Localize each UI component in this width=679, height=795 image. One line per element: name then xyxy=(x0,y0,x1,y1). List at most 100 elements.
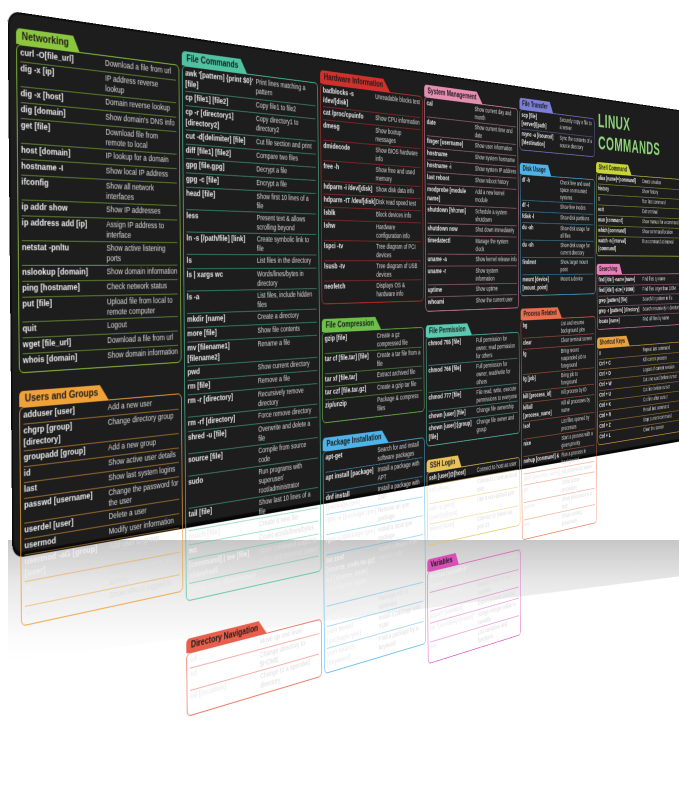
command-description: Full permission for owner, read permissi… xyxy=(476,334,517,360)
command-description: Displays OS & hardware info xyxy=(376,281,421,299)
command-row: uname -r Show system information xyxy=(428,266,517,285)
command-description: Change file owner and group xyxy=(477,413,518,436)
section-file-commands: File Commands awk '[pattern] {print $0}' … xyxy=(182,49,322,602)
command: whoami xyxy=(428,297,476,308)
command-description: Create a tar file from a file xyxy=(377,348,422,368)
command-description: Show uptime xyxy=(476,284,517,294)
section-process-related: Process Related bg List and resume backgro… xyxy=(521,304,597,540)
command-description: Show manual for a command xyxy=(642,218,679,227)
command: uname -a xyxy=(428,255,476,265)
command-list: adduser [user] Add a new user chgrp [group… xyxy=(19,393,183,626)
command-description: Present text & allows scrolling beyond xyxy=(257,213,317,233)
section-variables: Variables declare [variable]="[value]" Dec… xyxy=(427,537,521,665)
command-description: Show free and used memory xyxy=(376,166,421,186)
command-row: uname -a Show kernel release info xyxy=(428,254,517,266)
command-row: du -ah Show disk usage for all files xyxy=(522,223,593,242)
column: Networking curl -O[file_url] Download a fi… xyxy=(16,26,183,627)
command-list: bg List and resume background jobs clear Cl… xyxy=(521,316,597,540)
command: du -sh xyxy=(522,241,560,257)
command-description: Show bootup messages xyxy=(375,126,420,147)
command: less xyxy=(186,211,257,232)
command: ln -s [/path/file] [link] xyxy=(186,233,257,253)
command-row: du -sh Show disk usage for current direct… xyxy=(522,240,593,258)
section-directory-navigation: Directory Navigation cd .. Move up one lev… xyxy=(186,604,322,717)
command: lshw xyxy=(324,221,376,240)
command-description: Check network status xyxy=(107,281,178,294)
command-description: Rename a file xyxy=(258,336,318,360)
command-list: df -h Check free and used space on mounte… xyxy=(520,174,596,296)
section-networking: Networking curl -O[file_url] Download a fi… xyxy=(16,26,182,374)
column: Hardware Information badblocks -s /dev/[d… xyxy=(320,68,426,674)
command-description: Shut down immediately xyxy=(475,226,516,236)
command: dmidecode xyxy=(323,141,375,163)
command-description: Show IP addresses xyxy=(106,204,177,218)
command-row: lspci -tv Tree diagram of PCI devices xyxy=(324,241,421,261)
command-row: less Present text & allows scrolling beyo… xyxy=(186,210,316,235)
command-list: find [/dir/] -name [name] Find files by n… xyxy=(597,273,679,329)
section-title: Disk Usage xyxy=(520,163,551,177)
command-row: ip address add [ip] Assign IP address to … xyxy=(22,216,178,243)
command-row: watch -n [interval] [command] Run command… xyxy=(598,236,679,254)
column: File Commands awk '[pattern] {print $0}' … xyxy=(182,49,322,717)
command-description: Find files by name xyxy=(642,275,679,284)
section-searching: Searching find [/dir/] -name [name] Find f… xyxy=(597,263,679,330)
command: fg xyxy=(523,348,561,374)
command-list: gzip [file] Create a gz compressed file ta… xyxy=(322,327,425,423)
command: ls | xargs wc xyxy=(187,270,258,290)
command-description: Full permission for owner, read/write fo… xyxy=(476,359,517,386)
command-row: lsusb -tv Tree diagram of USB devices xyxy=(324,261,421,281)
command-description: Create symbolic link to file xyxy=(257,235,317,254)
command: lspci -tv xyxy=(324,242,376,260)
command: hdparm -i /dev/[disk] xyxy=(324,182,376,195)
command: du -ah xyxy=(522,224,560,240)
command-list: ssh [user]@[host] Connect to host as user… xyxy=(427,457,521,546)
command-description: Package & compress files xyxy=(377,391,422,413)
command-description: Show domain information xyxy=(107,347,178,363)
command-description: Show system information xyxy=(476,267,517,283)
command: df -i xyxy=(522,201,560,212)
command: neofetch xyxy=(324,282,376,301)
command: timedatectl xyxy=(427,236,475,253)
command-description: Run last command xyxy=(642,198,679,208)
column: LINUX COMMANDS Shell Command alias [name]=… xyxy=(596,107,679,446)
command-description: Show domain information xyxy=(107,266,178,278)
command: lsusb -tv xyxy=(324,262,376,280)
command-row: ls List files in the directory xyxy=(187,255,317,269)
command-description: Encrypt a file xyxy=(256,178,316,192)
command-description: Show command location xyxy=(642,228,679,237)
command: netstat -pnltu xyxy=(22,242,107,264)
command: hdparm -tT /dev/[disk] xyxy=(324,195,376,208)
command-description: Logout xyxy=(107,318,178,333)
command-description: List files, include hidden files xyxy=(257,290,317,310)
command-description: Show file contents xyxy=(258,323,317,337)
command: mv [filename1] [filename2] xyxy=(187,340,257,365)
section-disk-usage: Disk Usage df -h Check free and used space… xyxy=(520,161,596,296)
command: rsync -a [/source/] [/destination] xyxy=(522,130,560,150)
command-description: List and resume background jobs xyxy=(561,318,594,335)
section-package-installation: Package Installation apt-get Search for an… xyxy=(323,424,426,675)
section-ssh-login: SSH Login ssh [user]@[host] Connect to hos… xyxy=(427,444,521,546)
command: lsblk xyxy=(324,208,376,220)
command-description: Show disk data info xyxy=(376,185,421,197)
command: tar cf [file.tar] [file] xyxy=(325,351,377,372)
command-list: scp [file] [server]/[path] Securely copy … xyxy=(519,109,594,157)
command-description: Bring recent suspended job to foreground xyxy=(561,345,594,370)
command-description: Hardware configuration info xyxy=(376,223,421,241)
command-description: Manage the system clock xyxy=(475,237,516,253)
section-shell-command: Shell Command alias [name]=[command] Creat… xyxy=(596,161,679,257)
command-list: chmod 755 [file] Full permission for owne… xyxy=(426,332,520,447)
command-row: neofetch Displays OS & hardware info xyxy=(324,280,421,301)
command: ip address add [ip] xyxy=(22,217,107,240)
command-description: Show first 10 lines of a file xyxy=(257,192,317,213)
section-hardware-information: Hardware Information badblocks -s /dev/[d… xyxy=(320,68,424,304)
command: which [command] xyxy=(598,227,642,237)
command: ping [hostname] xyxy=(22,282,107,296)
command-row: findmnt Show target mount point xyxy=(522,258,593,275)
command-description: Show disk partitions xyxy=(560,214,593,224)
command-description: Search for pattern in file xyxy=(642,295,679,304)
command-description: Find files larger than 100M xyxy=(642,285,679,294)
command-description: Show BIOS hardware info xyxy=(376,146,421,167)
command-description: Show all network interfaces xyxy=(106,181,177,204)
command-list: curl -O[file_url] Download a file from ur… xyxy=(16,44,181,374)
command: shutdown [hh:mm] xyxy=(427,205,475,223)
